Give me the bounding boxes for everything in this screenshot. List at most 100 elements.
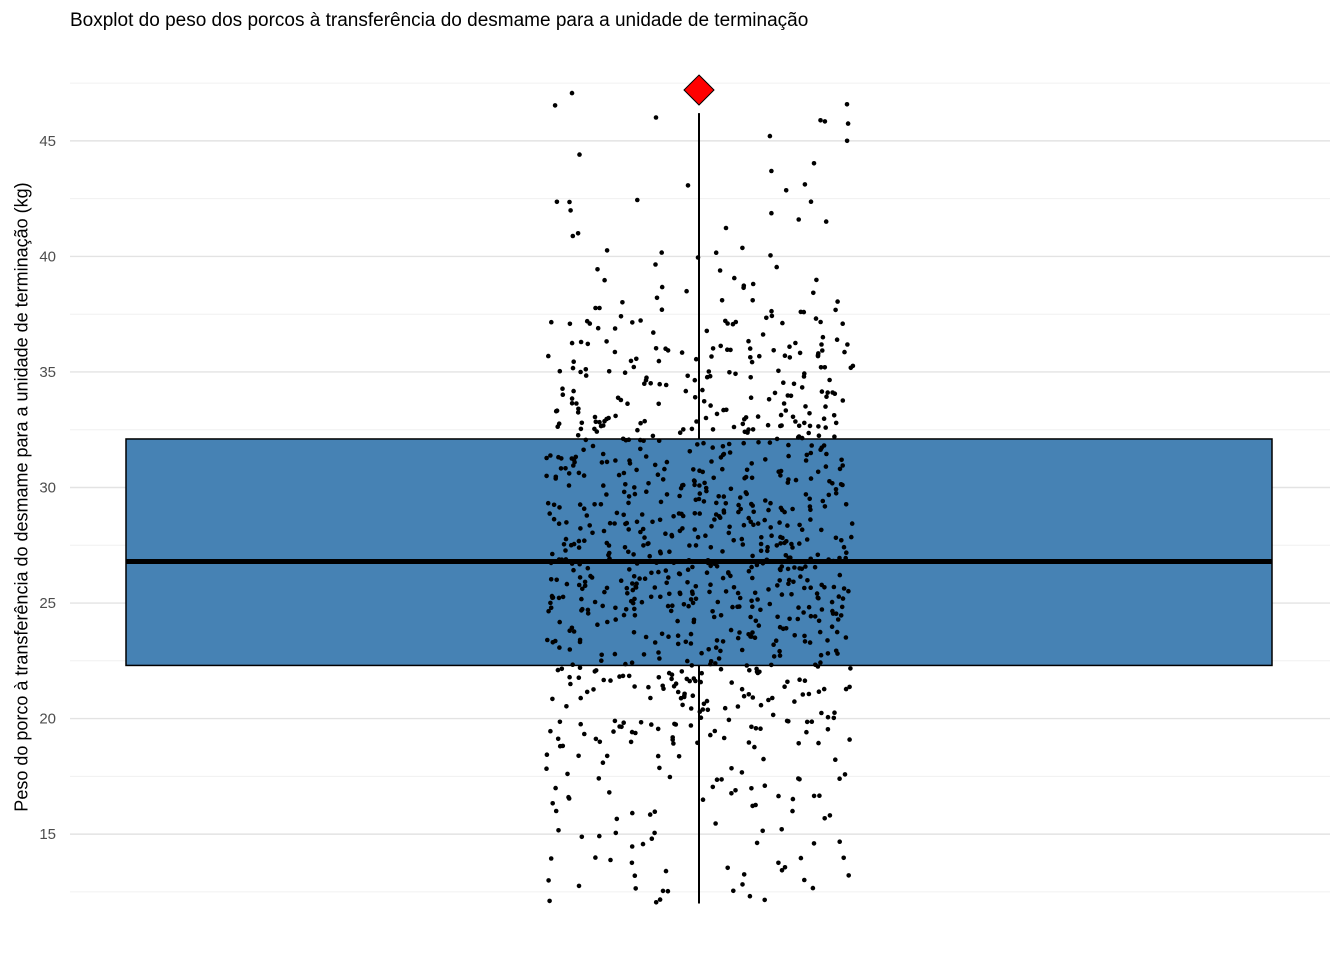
jitter-point <box>749 359 755 365</box>
jitter-point <box>623 661 628 667</box>
jitter-point <box>692 527 697 532</box>
jitter-point <box>656 438 662 444</box>
jitter-point <box>654 295 660 301</box>
jitter-point <box>787 355 793 360</box>
jitter-point <box>693 596 699 602</box>
jitter-point <box>561 542 567 547</box>
jitter-point <box>657 517 663 523</box>
jitter-point <box>811 841 817 846</box>
jitter-point <box>748 375 753 380</box>
jitter-point <box>749 564 754 570</box>
jitter-point <box>713 821 718 826</box>
jitter-point <box>690 564 695 570</box>
jitter-point <box>762 517 767 523</box>
y-tick-label: 30 <box>39 480 56 497</box>
jitter-point <box>799 435 805 441</box>
jitter-point <box>825 727 831 732</box>
y-tick-label: 45 <box>39 133 56 150</box>
jitter-point <box>721 407 726 413</box>
jitter-point <box>574 401 579 406</box>
jitter-point <box>845 342 850 347</box>
jitter-point <box>547 511 552 516</box>
jitter-point <box>663 568 669 573</box>
jitter-point <box>720 549 725 554</box>
jitter-point <box>778 541 783 546</box>
jitter-point <box>667 549 672 554</box>
jitter-point <box>544 752 550 757</box>
jitter-point <box>836 594 842 599</box>
jitter-point <box>580 586 585 592</box>
jitter-point <box>748 519 753 525</box>
jitter-point <box>819 389 825 394</box>
jitter-point <box>806 604 812 610</box>
jitter-point <box>710 427 716 432</box>
jitter-point <box>698 715 704 720</box>
jitter-point <box>833 307 838 313</box>
mean-marker <box>683 74 715 106</box>
jitter-point <box>701 499 707 504</box>
jitter-point <box>748 614 753 620</box>
jitter-point <box>663 531 668 536</box>
jitter-point <box>692 377 698 383</box>
jitter-point <box>777 566 783 572</box>
jitter-point <box>597 419 602 425</box>
jitter-point <box>735 590 741 596</box>
jitter-point <box>558 466 564 471</box>
jitter-point <box>556 828 561 833</box>
jitter-point <box>629 660 635 665</box>
jitter-point <box>802 877 807 883</box>
jitter-point <box>649 836 655 841</box>
jitter-point <box>671 741 676 746</box>
jitter-point <box>714 500 719 506</box>
jitter-point <box>823 425 828 430</box>
jitter-point <box>835 651 840 656</box>
jitter-point <box>753 618 759 624</box>
jitter-point <box>648 381 653 386</box>
jitter-point <box>671 560 677 566</box>
jitter-point <box>667 591 672 597</box>
jitter-point <box>821 443 827 448</box>
jitter-point <box>808 199 814 204</box>
jitter-point <box>713 645 719 650</box>
jitter-point <box>602 418 607 424</box>
jitter-point <box>750 553 755 559</box>
jitter-point <box>774 436 780 442</box>
jitter-point <box>604 585 610 591</box>
jitter-point <box>640 841 646 847</box>
jitter-point <box>567 647 573 652</box>
jitter-point <box>718 343 723 349</box>
jitter-point <box>802 639 808 644</box>
jitter-point <box>728 486 734 492</box>
jitter-point <box>749 786 754 791</box>
jitter-point <box>602 589 607 595</box>
jitter-point <box>793 419 798 424</box>
jitter-point <box>597 833 602 839</box>
jitter-point <box>544 766 549 771</box>
jitter-point <box>766 697 771 703</box>
jitter-point <box>737 595 743 601</box>
jitter-point <box>786 477 791 482</box>
jitter-point <box>810 885 816 891</box>
jitter-point <box>614 816 620 822</box>
jitter-point <box>557 619 562 625</box>
jitter-point <box>843 686 849 692</box>
jitter-point <box>716 494 721 499</box>
jitter-point <box>849 521 855 526</box>
jitter-point <box>825 714 831 720</box>
jitter-point <box>738 506 743 512</box>
jitter-point <box>752 590 758 596</box>
jitter-point <box>600 603 605 609</box>
jitter-point <box>650 519 655 525</box>
jitter-point <box>570 233 576 239</box>
jitter-point <box>579 420 585 426</box>
jitter-point <box>598 502 604 507</box>
jitter-point <box>665 603 671 609</box>
jitter-point <box>778 412 784 418</box>
jitter-point <box>846 873 851 878</box>
jitter-point <box>633 585 639 590</box>
jitter-point <box>739 686 745 692</box>
jitter-point <box>755 597 760 602</box>
jitter-point <box>659 284 665 290</box>
jitter-point <box>769 533 774 538</box>
jitter-point <box>755 521 761 526</box>
